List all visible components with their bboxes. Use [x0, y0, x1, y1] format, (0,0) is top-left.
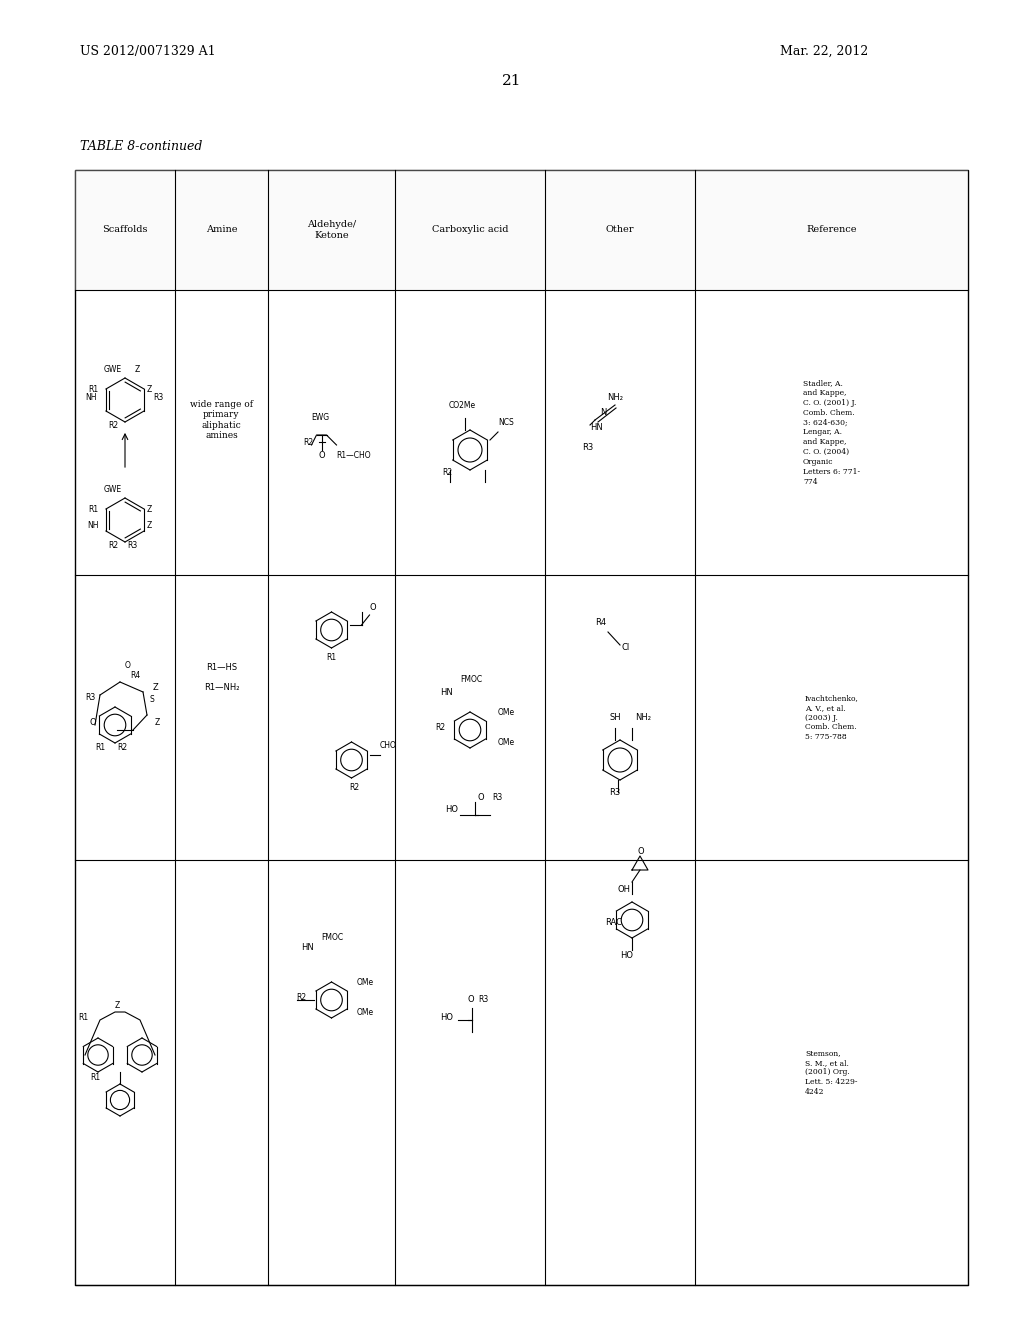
- Text: HN: HN: [590, 422, 603, 432]
- Text: R3: R3: [127, 541, 137, 550]
- Text: Stadler, A.
and Kappe,
C. O. (2001) J.
Comb. Chem.
3: 624-630;
Lengar, A.
and Ka: Stadler, A. and Kappe, C. O. (2001) J. C…: [803, 380, 860, 486]
- Text: OMe: OMe: [356, 1008, 374, 1016]
- Text: NH₂: NH₂: [607, 393, 623, 403]
- Text: R1: R1: [90, 1073, 100, 1082]
- Text: R2: R2: [117, 743, 127, 752]
- Text: RAC: RAC: [605, 917, 622, 927]
- Text: HO: HO: [620, 950, 633, 960]
- Text: FMOC: FMOC: [460, 675, 482, 684]
- Text: R3: R3: [153, 393, 163, 403]
- Text: NH: NH: [87, 521, 98, 531]
- Text: GWE: GWE: [104, 484, 122, 494]
- Text: R2: R2: [297, 993, 306, 1002]
- Text: FMOC: FMOC: [322, 933, 344, 942]
- Text: O: O: [90, 718, 96, 727]
- Bar: [75, 170, 968, 290]
- Text: Z: Z: [146, 506, 152, 513]
- Text: HN: HN: [301, 942, 314, 952]
- Text: Z: Z: [134, 366, 139, 374]
- Text: S: S: [150, 696, 155, 704]
- Text: R3: R3: [609, 788, 621, 797]
- Text: R1—NH₂: R1—NH₂: [204, 682, 240, 692]
- Text: HO: HO: [440, 1012, 453, 1022]
- Text: R1: R1: [327, 653, 337, 663]
- Text: R2: R2: [108, 541, 118, 550]
- Text: OMe: OMe: [498, 708, 515, 717]
- Text: OH: OH: [618, 884, 631, 894]
- Text: R1: R1: [88, 385, 98, 393]
- Text: Stemson,
S. M., et al.
(2001) Org.
Lett. 5: 4229-
4242: Stemson, S. M., et al. (2001) Org. Lett.…: [805, 1049, 858, 1096]
- Text: OMe: OMe: [356, 978, 374, 987]
- Text: Aldehyde/
Ketone: Aldehyde/ Ketone: [307, 220, 356, 240]
- Text: Z: Z: [115, 1001, 120, 1010]
- Text: R1—HS: R1—HS: [206, 663, 238, 672]
- Text: 21: 21: [502, 74, 522, 88]
- Text: O: O: [125, 661, 131, 671]
- Text: NH: NH: [85, 393, 96, 403]
- Text: Z: Z: [146, 385, 152, 393]
- Text: O: O: [370, 603, 376, 612]
- Text: US 2012/0071329 A1: US 2012/0071329 A1: [80, 45, 216, 58]
- Text: EWG: EWG: [311, 413, 330, 422]
- Text: R3: R3: [492, 793, 502, 803]
- Text: Amine: Amine: [206, 226, 238, 235]
- Text: R2: R2: [442, 469, 453, 477]
- Text: Scaffolds: Scaffolds: [102, 226, 147, 235]
- Text: R4: R4: [595, 618, 606, 627]
- Text: O: O: [318, 451, 325, 459]
- Text: NCS: NCS: [498, 418, 514, 426]
- Text: Cl: Cl: [622, 643, 630, 652]
- Text: R2: R2: [303, 438, 313, 447]
- Text: TABLE 8-continued: TABLE 8-continued: [80, 140, 203, 153]
- Text: R2: R2: [435, 723, 445, 733]
- Text: R2: R2: [108, 421, 118, 430]
- Text: R1: R1: [78, 1012, 88, 1022]
- Text: Carboxylic acid: Carboxylic acid: [432, 226, 508, 235]
- Text: NH₂: NH₂: [635, 713, 651, 722]
- Text: Reference: Reference: [806, 226, 857, 235]
- Text: O: O: [638, 847, 645, 855]
- Text: R3: R3: [85, 693, 95, 702]
- Text: R4: R4: [130, 671, 140, 680]
- Text: HO: HO: [445, 805, 458, 814]
- Text: Z: Z: [146, 521, 152, 531]
- Text: Mar. 22, 2012: Mar. 22, 2012: [780, 45, 868, 58]
- Text: O: O: [478, 793, 484, 803]
- Text: wide range of
primary
aliphatic
amines: wide range of primary aliphatic amines: [190, 400, 253, 440]
- Text: R3: R3: [478, 995, 488, 1005]
- Text: Z: Z: [153, 682, 159, 692]
- Text: R3: R3: [582, 444, 593, 451]
- Text: Z: Z: [155, 718, 160, 727]
- Text: O: O: [468, 995, 475, 1005]
- Bar: [75, 170, 968, 1284]
- Text: HN: HN: [440, 688, 453, 697]
- Text: Other: Other: [606, 226, 634, 235]
- Text: R1: R1: [88, 506, 98, 513]
- Text: CHO: CHO: [380, 741, 396, 750]
- Text: OMe: OMe: [498, 738, 515, 747]
- Text: R1—CHO: R1—CHO: [337, 451, 371, 459]
- Text: R2: R2: [349, 783, 359, 792]
- Text: N: N: [600, 408, 606, 417]
- Text: SH: SH: [610, 713, 622, 722]
- Text: GWE: GWE: [104, 366, 122, 374]
- Text: R1: R1: [95, 743, 105, 752]
- Text: Ivachtchenko,
A. V., et al.
(2003) J.
Comb. Chem.
5: 775-788: Ivachtchenko, A. V., et al. (2003) J. Co…: [805, 694, 858, 741]
- Text: CO2Me: CO2Me: [449, 401, 475, 411]
